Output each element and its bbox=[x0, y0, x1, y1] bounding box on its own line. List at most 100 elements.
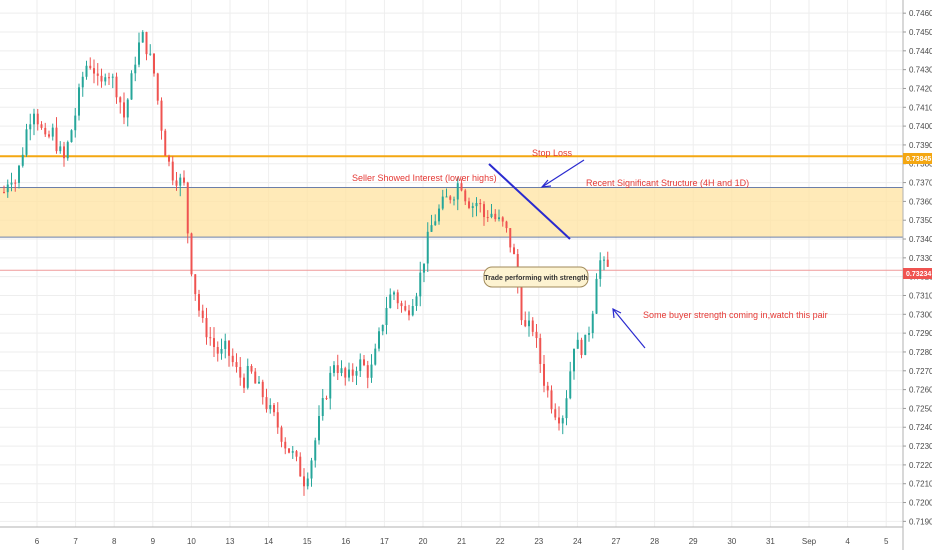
candle-body bbox=[299, 456, 302, 477]
x-tick-label: 21 bbox=[457, 537, 466, 546]
candle-body bbox=[228, 340, 230, 356]
annotation-seller: Seller Showed Interest (lower highs) bbox=[352, 173, 497, 183]
candle-body bbox=[460, 183, 463, 191]
time-axis[interactable]: 6 7 8 9 10 13 14 15 16 17 20 21 22 23 24 27 28 29 30 31 Sep 4… bbox=[0, 526, 903, 546]
candle-body bbox=[160, 100, 163, 131]
candle-body bbox=[190, 233, 193, 275]
candle-body bbox=[310, 460, 313, 479]
candle-body bbox=[505, 221, 508, 229]
candle-body bbox=[595, 278, 598, 314]
candle-body bbox=[318, 415, 320, 441]
candle-body bbox=[550, 390, 553, 410]
candle-body bbox=[374, 348, 377, 365]
candle-body bbox=[205, 318, 208, 338]
candle-body bbox=[576, 339, 579, 349]
x-tick-label: 8 bbox=[112, 537, 117, 546]
candle-body bbox=[599, 260, 602, 279]
candle-body bbox=[325, 398, 328, 400]
current-price-label: 0.73234 bbox=[906, 271, 931, 278]
candle-body bbox=[111, 76, 114, 78]
candle-body bbox=[115, 76, 118, 98]
candle-body bbox=[14, 182, 17, 184]
candle-body bbox=[250, 366, 253, 372]
candle-body bbox=[280, 427, 283, 442]
candle-body bbox=[520, 287, 523, 321]
candle-body bbox=[378, 331, 380, 349]
candle-body bbox=[175, 180, 178, 186]
candle-body bbox=[408, 310, 410, 316]
candle-body bbox=[543, 364, 545, 386]
candle-body bbox=[134, 64, 137, 74]
candle-body bbox=[336, 365, 339, 374]
candle-body bbox=[201, 310, 204, 319]
candle-body bbox=[239, 367, 242, 378]
candle-body bbox=[546, 385, 549, 391]
candle-body bbox=[411, 306, 414, 316]
stop-loss-arrow bbox=[541, 159, 585, 188]
candle-body bbox=[70, 130, 73, 143]
candle-body bbox=[149, 53, 152, 55]
candle-body bbox=[588, 333, 590, 335]
x-tick-label: 9 bbox=[151, 537, 156, 546]
x-tick-label: 10 bbox=[187, 537, 196, 546]
candle-body bbox=[171, 161, 174, 181]
candle-body bbox=[573, 348, 575, 372]
candle-body bbox=[355, 371, 358, 376]
candle-body bbox=[123, 102, 125, 118]
candle-body bbox=[153, 53, 155, 74]
candle-body bbox=[351, 369, 354, 376]
candle-body bbox=[584, 334, 587, 355]
candle-body bbox=[303, 476, 305, 487]
candle-body bbox=[363, 359, 365, 366]
x-tick-label: Sep bbox=[802, 537, 817, 546]
price-lines bbox=[0, 155, 903, 271]
candle-body bbox=[235, 362, 238, 368]
candle-body bbox=[333, 365, 335, 373]
candle-body bbox=[486, 217, 489, 219]
candle-body bbox=[288, 448, 290, 453]
candle-body bbox=[126, 99, 129, 118]
trend-lines bbox=[488, 159, 646, 349]
annotation-structure: Recent Significant Structure (4H and 1D) bbox=[586, 178, 749, 188]
candle-body bbox=[108, 77, 110, 79]
candle-body bbox=[423, 263, 425, 273]
stop-loss-price-box bbox=[903, 153, 932, 164]
candle-body bbox=[370, 364, 373, 378]
candle-body bbox=[269, 405, 272, 410]
candle-body bbox=[33, 113, 35, 125]
candle-body bbox=[295, 451, 298, 457]
candle-body bbox=[606, 259, 609, 267]
x-tick-label: 22 bbox=[496, 537, 505, 546]
candle-body bbox=[55, 127, 58, 152]
x-tick-label: 30 bbox=[727, 537, 736, 546]
candle-body bbox=[580, 339, 583, 355]
candle-body bbox=[483, 204, 485, 218]
stop-loss-price-label: 0.73845 bbox=[906, 156, 931, 163]
candle-body bbox=[89, 65, 92, 69]
candle-body bbox=[145, 32, 148, 55]
x-tick-label: 24 bbox=[573, 537, 582, 546]
candle-body bbox=[306, 478, 309, 487]
x-tick-label: 23 bbox=[534, 537, 543, 546]
y-tick-label: 0.71900 bbox=[909, 517, 932, 526]
x-tick-label: 14 bbox=[264, 537, 273, 546]
candle-body bbox=[18, 165, 20, 183]
candle-body bbox=[494, 213, 497, 220]
candle-body bbox=[40, 124, 43, 128]
candle-body bbox=[29, 124, 32, 130]
candle-body bbox=[63, 146, 65, 159]
candle-body bbox=[21, 154, 24, 166]
candle-body bbox=[273, 405, 275, 413]
candle-body bbox=[513, 247, 515, 255]
